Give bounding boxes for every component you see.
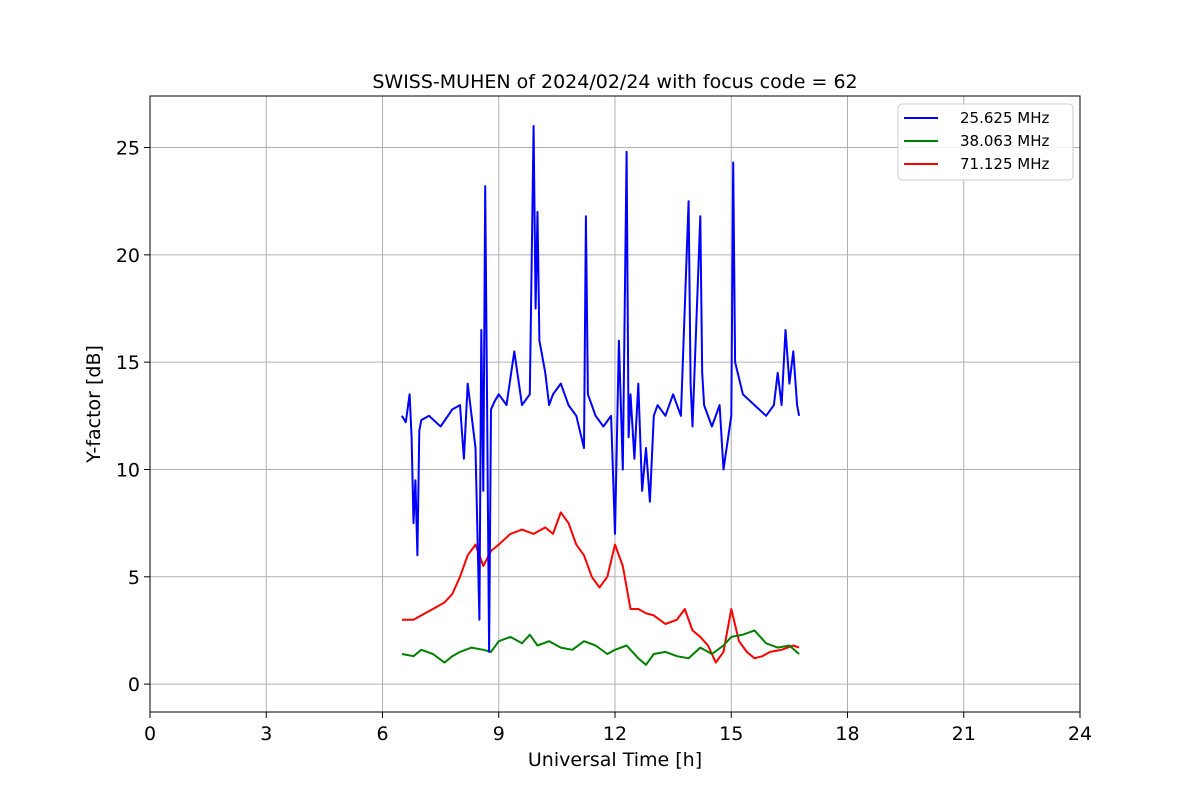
series-line-25-625-mhz [401, 125, 801, 653]
x-tick-label: 9 [493, 723, 505, 745]
y-tick-label: 25 [116, 138, 140, 160]
x-axis-label: Universal Time [h] [528, 749, 702, 771]
x-tick-label: 0 [144, 723, 156, 745]
x-tick-label: 15 [719, 723, 743, 745]
legend-box [897, 103, 1074, 181]
series-line-38-063-mhz [401, 629, 800, 666]
x-axis: 0 3 6 9 12 15 18 21 24 [144, 712, 1092, 745]
chart-title: SWISS-MUHEN of 2024/02/24 with focus cod… [372, 71, 857, 93]
x-tick-label: 6 [376, 723, 388, 745]
x-tick-label: 12 [603, 723, 627, 745]
legend-entry: 71.125 MHz [960, 155, 1049, 173]
legend-entry: 38.063 MHz [960, 132, 1049, 150]
legend-entry: 25.625 MHz [960, 109, 1049, 127]
y-tick-label: 5 [128, 567, 140, 589]
y-axis-label: Y-factor [dB] [83, 345, 105, 464]
y-tick-label: 0 [128, 674, 140, 696]
y-tick-label: 15 [116, 352, 140, 374]
x-tick-label: 3 [260, 723, 272, 745]
x-tick-label: 18 [835, 723, 859, 745]
series-layer [401, 125, 801, 666]
y-axis: 0 5 10 15 20 25 [116, 138, 150, 696]
series-line-71-125-mhz [401, 511, 800, 664]
legend: 25.625 MHz 38.063 MHz 71.125 MHz [897, 103, 1074, 181]
x-tick-label: 24 [1068, 723, 1092, 745]
y-tick-label: 10 [116, 459, 140, 481]
x-tick-label: 21 [952, 723, 976, 745]
y-tick-label: 20 [116, 245, 140, 267]
